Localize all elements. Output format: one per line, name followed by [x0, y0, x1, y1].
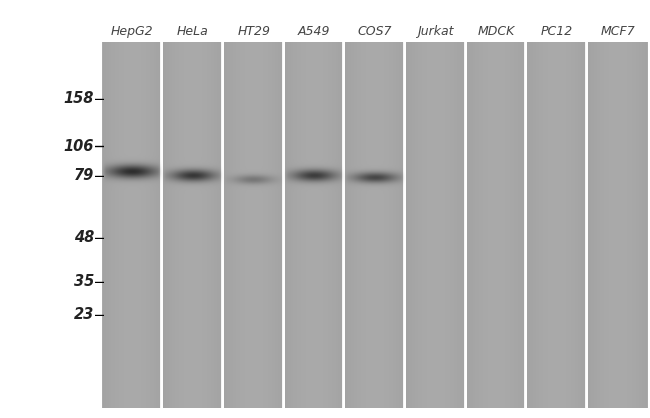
Text: A549: A549 — [298, 25, 331, 38]
Text: 79: 79 — [73, 168, 94, 183]
Text: HT29: HT29 — [237, 25, 270, 38]
Text: PC12: PC12 — [541, 25, 573, 38]
Text: MCF7: MCF7 — [601, 25, 635, 38]
Text: HepG2: HepG2 — [111, 25, 153, 38]
Text: HeLa: HeLa — [177, 25, 209, 38]
Text: COS7: COS7 — [358, 25, 392, 38]
Text: 23: 23 — [73, 307, 94, 322]
Text: MDCK: MDCK — [478, 25, 515, 38]
Text: 48: 48 — [73, 230, 94, 245]
Text: 158: 158 — [64, 91, 94, 106]
Text: 35: 35 — [73, 274, 94, 289]
Text: Jurkat: Jurkat — [417, 25, 454, 38]
Text: 106: 106 — [64, 139, 94, 154]
